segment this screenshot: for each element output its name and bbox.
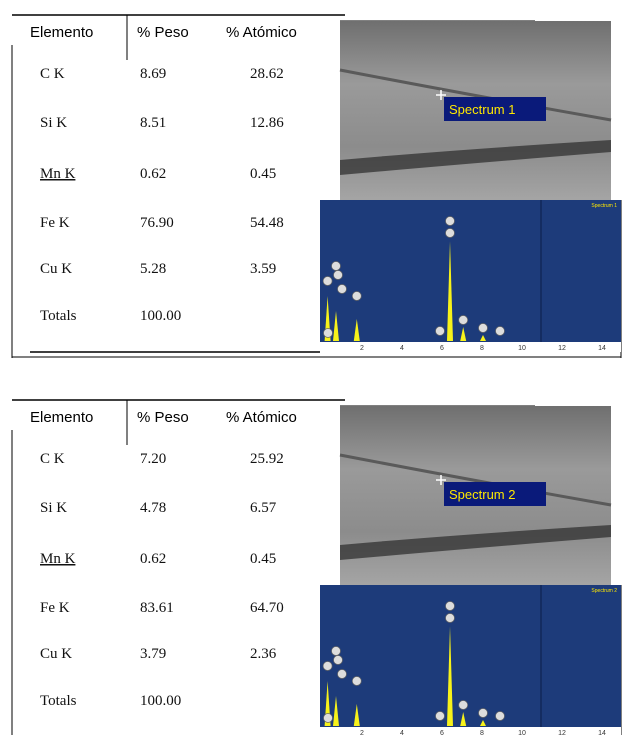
table-cell: 8.51 <box>140 115 166 131</box>
peak-marker <box>332 647 341 656</box>
peak-marker <box>323 662 332 671</box>
table-cell: 28.62 <box>250 66 284 82</box>
table-cell: 4.78 <box>140 500 166 516</box>
peak-marker <box>324 329 333 338</box>
peak-marker <box>436 327 445 336</box>
column-header: % Atómico <box>226 409 297 426</box>
tick-label: 2 <box>360 730 364 735</box>
table-cell: Totals <box>40 693 77 709</box>
table-cell: 64.70 <box>250 600 284 616</box>
table-cell: 76.90 <box>140 215 174 231</box>
tick-label: 4 <box>400 730 404 735</box>
peak-marker <box>334 271 343 280</box>
peak-marker <box>352 677 361 686</box>
table-cell: 0.62 <box>140 166 166 182</box>
table-cell: 3.59 <box>250 261 276 277</box>
table-cell: Si K <box>40 500 67 516</box>
axis-strip <box>320 342 621 352</box>
spectrum-label: Spectrum 2 <box>591 588 617 594</box>
table-cell: Si K <box>40 115 67 131</box>
table-cell: 100.00 <box>140 308 181 324</box>
panel: Elemento % Peso % Atómico C K 7.20 25.92 Si K 4… <box>12 400 621 735</box>
tick-label: 14 <box>598 345 606 352</box>
table-cell: 12.86 <box>250 115 284 131</box>
table-cell: Mn K <box>40 166 76 182</box>
page: Elemento % Peso % Atómico C K 8.69 28.62 Si K 8… <box>0 0 627 735</box>
peak-marker <box>446 614 455 623</box>
peak-marker <box>352 292 361 301</box>
peak-marker <box>334 656 343 665</box>
peak-marker <box>446 229 455 238</box>
tick-label: 12 <box>558 730 566 735</box>
peak-marker <box>338 670 347 679</box>
column-header: % Peso <box>137 24 189 41</box>
table-cell: 2.36 <box>250 646 277 662</box>
tick-label: 2 <box>360 345 364 352</box>
column-header: Elemento <box>30 24 93 41</box>
tick-label: 12 <box>558 345 566 352</box>
panel: Elemento % Peso % Atómico C K 8.69 28.62 Si K 8… <box>12 15 621 358</box>
spectrum-bg <box>320 200 621 342</box>
table-cell: 5.28 <box>140 261 166 277</box>
table-cell: 83.61 <box>140 600 174 616</box>
table-cell: Cu K <box>40 646 72 662</box>
table-cell: 6.57 <box>250 500 277 516</box>
table-cell: 0.62 <box>140 551 166 567</box>
tick-label: 6 <box>440 345 444 352</box>
spectrum-label: Spectrum 1 <box>591 203 617 209</box>
table-cell: Fe K <box>40 215 70 231</box>
axis-strip <box>320 727 621 735</box>
peak-marker <box>436 712 445 721</box>
peak-marker <box>338 285 347 294</box>
tick-label: 4 <box>400 345 404 352</box>
peak-marker <box>332 262 341 271</box>
peak-marker <box>324 714 333 723</box>
tick-label: 8 <box>480 345 484 352</box>
table-cell: 3.79 <box>140 646 166 662</box>
table-cell: 0.45 <box>250 551 276 567</box>
peak-marker <box>496 712 505 721</box>
image-label: Spectrum 1 <box>449 102 515 117</box>
column-header: Elemento <box>30 409 93 426</box>
column-header: % Peso <box>137 409 189 426</box>
table-cell: 7.20 <box>140 451 166 467</box>
table-cell: Fe K <box>40 600 70 616</box>
tick-label: 8 <box>480 730 484 735</box>
peak-marker <box>496 327 505 336</box>
tick-label: 10 <box>518 345 526 352</box>
peak-marker <box>446 217 455 226</box>
peak-marker <box>459 701 468 710</box>
tick-label: 6 <box>440 730 444 735</box>
peak-marker <box>446 602 455 611</box>
table-cell: 54.48 <box>250 215 284 231</box>
peak-marker <box>479 324 488 333</box>
table-cell: C K <box>40 66 65 82</box>
tick-label: 10 <box>518 730 526 735</box>
peak-marker <box>323 277 332 286</box>
table-cell: Cu K <box>40 261 72 277</box>
table-cell: 0.45 <box>250 166 276 182</box>
image-label: Spectrum 2 <box>449 487 515 502</box>
table-cell: C K <box>40 451 65 467</box>
peak-marker <box>479 709 488 718</box>
peak-marker <box>459 316 468 325</box>
table-cell: 25.92 <box>250 451 284 467</box>
table-cell: 100.00 <box>140 693 181 709</box>
spectrum-bg <box>320 585 621 727</box>
table-cell: 8.69 <box>140 66 166 82</box>
table-cell: Mn K <box>40 551 76 567</box>
tick-label: 14 <box>598 730 606 735</box>
column-header: % Atómico <box>226 24 297 41</box>
table-cell: Totals <box>40 308 77 324</box>
